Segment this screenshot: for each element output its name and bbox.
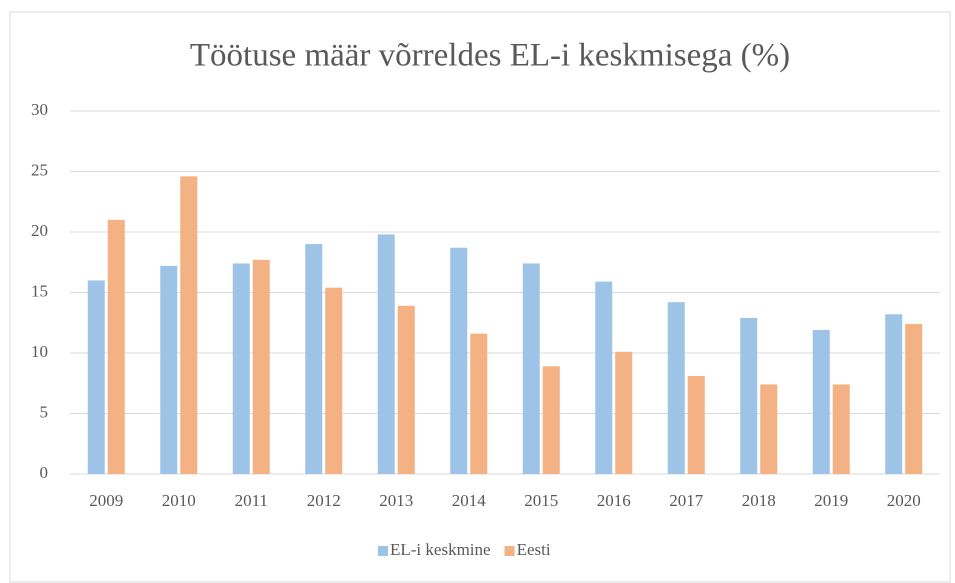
bar xyxy=(397,305,415,474)
bar xyxy=(522,263,540,474)
bar xyxy=(832,384,850,474)
bar xyxy=(595,281,613,474)
bar xyxy=(160,265,178,474)
x-tick-label: 2019 xyxy=(814,491,848,510)
x-tick-label: 2016 xyxy=(597,491,631,510)
y-tick-label: 25 xyxy=(31,160,48,179)
bar xyxy=(107,219,125,474)
legend-swatch xyxy=(378,546,388,556)
bar xyxy=(232,263,250,474)
x-tick-label: 2009 xyxy=(89,491,123,510)
bar xyxy=(470,333,488,474)
x-tick-label: 2015 xyxy=(524,491,558,510)
y-tick-label: 5 xyxy=(40,402,49,421)
bar xyxy=(905,323,923,474)
bar xyxy=(252,259,270,474)
x-tick-label: 2011 xyxy=(235,491,268,510)
bar xyxy=(812,330,830,474)
bar xyxy=(667,302,685,474)
y-tick-label: 10 xyxy=(31,342,48,361)
bar xyxy=(87,280,105,474)
x-tick-label: 2010 xyxy=(162,491,196,510)
x-tick-label: 2018 xyxy=(742,491,776,510)
bar xyxy=(305,244,323,474)
y-tick-label: 20 xyxy=(31,221,48,240)
legend-swatch xyxy=(504,546,515,556)
bar xyxy=(325,287,343,474)
y-tick-label: 0 xyxy=(40,463,49,482)
bar xyxy=(615,351,633,474)
bar xyxy=(885,314,903,474)
y-tick-label: 15 xyxy=(31,281,48,300)
legend-label: Eesti xyxy=(517,540,551,559)
bar xyxy=(542,366,560,474)
bar xyxy=(740,317,758,474)
x-tick-label: 2020 xyxy=(887,491,921,510)
bar xyxy=(377,234,395,474)
y-tick-label: 30 xyxy=(31,100,48,119)
x-tick-label: 2012 xyxy=(307,491,341,510)
chart-title: Töötuse määr võrreldes EL-i keskmisega (… xyxy=(190,38,790,74)
x-tick-label: 2013 xyxy=(379,491,413,510)
bar xyxy=(180,176,198,474)
bar xyxy=(760,384,778,474)
legend-label: EL-i keskmine xyxy=(390,540,491,559)
x-tick-label: 2017 xyxy=(669,491,704,510)
x-tick-label: 2014 xyxy=(452,491,487,510)
bar xyxy=(450,247,468,474)
bar xyxy=(687,375,705,474)
